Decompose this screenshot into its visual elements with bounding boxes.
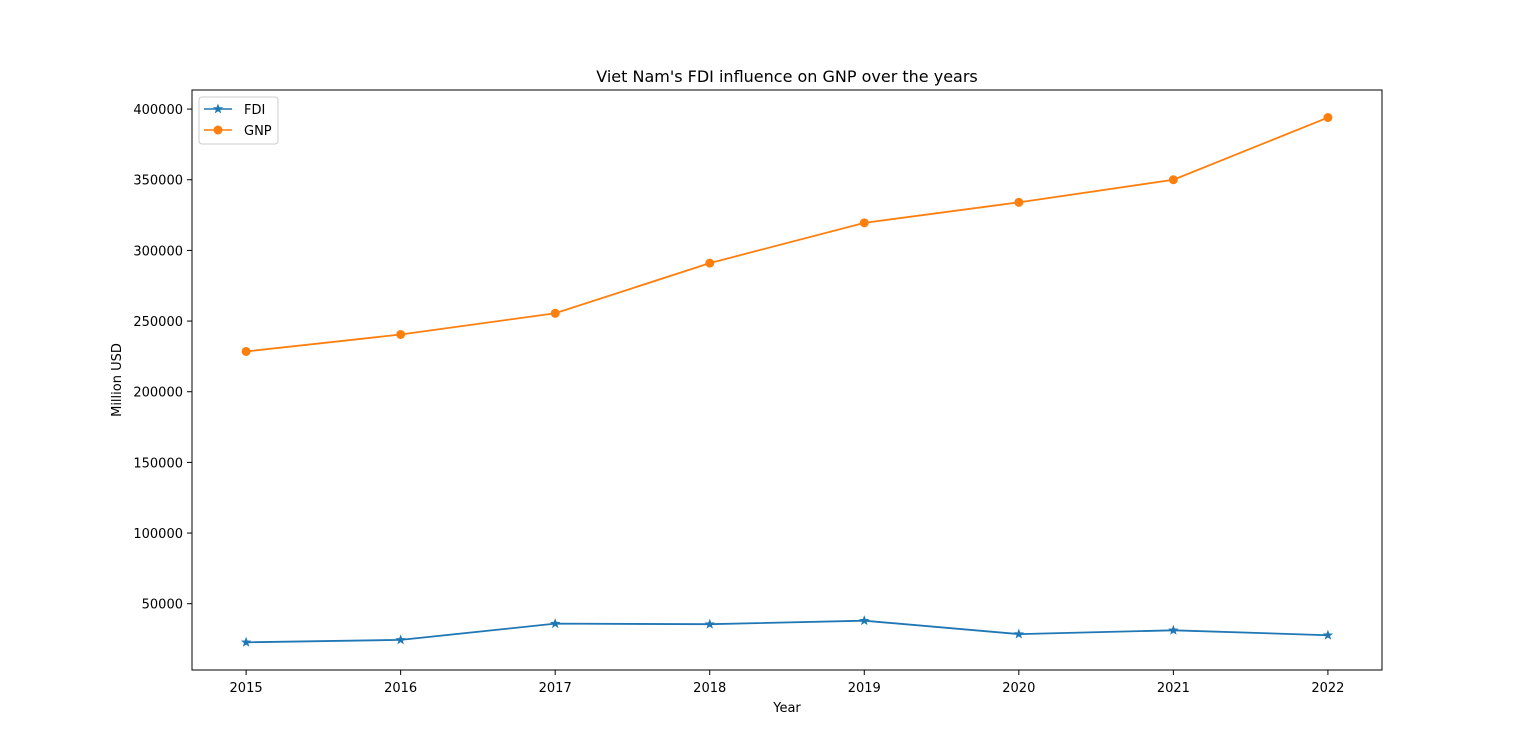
y-tick-label: 350000 xyxy=(133,174,183,189)
fdi-point-marker xyxy=(859,615,870,626)
gnp-point-marker xyxy=(550,308,560,318)
series-layer xyxy=(240,113,1334,647)
y-axis: 50000 100000 150000 200000 250000 300000 35000… xyxy=(133,103,192,613)
x-axis: 2015 2016 2017 2018 2019 2020 2021 2022 xyxy=(230,670,1344,696)
x-tick-label: 2020 xyxy=(1002,681,1035,696)
legend-fdi-star-marker xyxy=(212,103,224,114)
gnp-point-marker xyxy=(859,218,869,228)
y-tick-label: 300000 xyxy=(133,244,183,259)
gnp-point-marker xyxy=(1014,197,1024,207)
gnp-point-marker xyxy=(241,346,251,356)
fdi-point-marker xyxy=(1322,629,1334,640)
fdi-series-line xyxy=(246,619,1328,644)
legend-fdi-label: FDI xyxy=(244,103,265,118)
y-tick-label: 250000 xyxy=(133,315,183,330)
chart-title: Viet Nam's FDI influence on GNP over the… xyxy=(596,67,978,86)
fdi-point-marker xyxy=(1013,628,1025,639)
legend-gnp-circle-marker xyxy=(213,125,223,135)
y-tick-label: 400000 xyxy=(133,103,183,118)
x-tick-label: 2022 xyxy=(1311,681,1344,696)
y-axis-label: Million USD xyxy=(110,343,125,417)
x-tick-label: 2021 xyxy=(1157,681,1190,696)
y-tick-label: 100000 xyxy=(133,527,183,542)
fdi-point-marker xyxy=(704,618,715,629)
legend: FDI GNP xyxy=(198,96,279,145)
gnp-point-marker xyxy=(1168,175,1178,185)
y-tick-label: 150000 xyxy=(133,456,183,471)
gnp-point-marker xyxy=(1323,113,1333,123)
gnp-series-line xyxy=(245,116,1329,353)
x-axis-label: Year xyxy=(772,701,801,716)
legend-gnp-label: GNP xyxy=(244,124,272,139)
x-tick-label: 2016 xyxy=(384,681,417,696)
x-tick-label: 2018 xyxy=(693,681,726,696)
fdi-point-marker xyxy=(240,636,252,647)
fdi-point-marker xyxy=(1168,624,1179,635)
x-tick-label: 2017 xyxy=(539,681,572,696)
x-tick-label: 2015 xyxy=(230,681,263,696)
y-tick-label: 200000 xyxy=(133,386,183,401)
plot-area xyxy=(191,89,1383,671)
gnp-point-marker xyxy=(705,258,715,268)
fdi-point-marker xyxy=(395,634,406,645)
fdi-point-marker xyxy=(549,618,561,629)
gnp-point-marker xyxy=(396,329,406,339)
x-tick-label: 2019 xyxy=(848,681,881,696)
y-tick-label: 50000 xyxy=(142,598,183,613)
